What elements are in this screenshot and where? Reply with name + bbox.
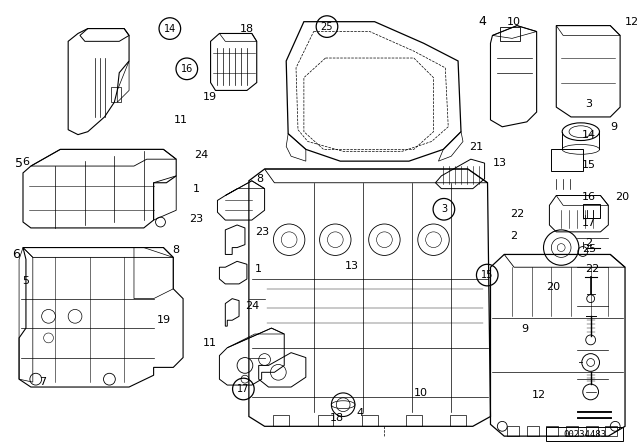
Text: 24: 24 (194, 150, 209, 160)
Bar (586, 426, 598, 436)
Text: 23: 23 (255, 227, 269, 237)
Bar (273, 414, 289, 426)
Text: 12: 12 (625, 17, 639, 27)
Text: 17: 17 (237, 384, 250, 394)
Bar (317, 414, 333, 426)
Text: 10: 10 (507, 17, 521, 27)
Text: 24: 24 (245, 302, 259, 311)
Bar (507, 426, 519, 436)
Text: 11: 11 (203, 338, 216, 348)
Bar (577, 411, 611, 418)
Text: 22: 22 (509, 209, 524, 219)
Text: 8: 8 (256, 174, 263, 184)
Text: 4: 4 (356, 408, 364, 418)
Text: 23: 23 (189, 214, 204, 224)
Text: 3: 3 (441, 204, 447, 214)
Text: 10: 10 (414, 388, 428, 398)
Text: 00234483: 00234483 (563, 430, 606, 439)
Text: 16: 16 (180, 64, 193, 74)
Text: 1: 1 (255, 264, 262, 274)
Text: 14: 14 (582, 129, 596, 140)
Text: 18: 18 (330, 414, 344, 423)
Bar (450, 414, 466, 426)
Text: 20: 20 (546, 282, 560, 292)
Bar (566, 426, 578, 436)
Text: 11: 11 (173, 115, 188, 125)
Text: 25: 25 (321, 22, 333, 32)
Text: 21: 21 (469, 142, 483, 152)
Bar (527, 426, 539, 436)
Text: 22: 22 (585, 264, 599, 274)
Bar (577, 411, 611, 418)
Text: 6: 6 (12, 248, 20, 261)
Bar (406, 414, 422, 426)
Text: 25: 25 (582, 244, 596, 254)
Text: 9: 9 (522, 324, 529, 334)
Bar (362, 414, 378, 426)
Text: 4: 4 (479, 15, 486, 28)
Text: 2: 2 (585, 237, 592, 248)
Text: 16: 16 (582, 191, 596, 202)
Bar (605, 426, 617, 436)
Text: 13: 13 (345, 261, 359, 271)
Bar (547, 427, 623, 441)
Text: 13: 13 (492, 158, 506, 168)
Bar (500, 26, 520, 41)
Text: 5: 5 (15, 157, 23, 170)
Text: 20: 20 (615, 191, 629, 202)
Text: 2: 2 (510, 231, 517, 241)
Text: 19: 19 (202, 92, 217, 102)
Text: 9: 9 (611, 122, 618, 132)
Text: 1: 1 (193, 184, 200, 194)
Text: 6: 6 (22, 157, 29, 167)
Text: 12: 12 (532, 390, 546, 400)
Bar (547, 426, 558, 436)
Text: 18: 18 (239, 24, 253, 34)
Bar (583, 204, 600, 218)
Bar (111, 87, 121, 102)
Text: 19: 19 (157, 315, 171, 325)
Text: 15: 15 (481, 270, 493, 280)
Text: 5: 5 (22, 276, 29, 286)
Text: 7: 7 (38, 377, 46, 387)
Text: 17: 17 (582, 218, 596, 228)
Text: 14: 14 (164, 24, 176, 34)
Bar (552, 149, 583, 171)
Text: 3: 3 (586, 99, 593, 109)
Text: 15: 15 (582, 160, 596, 170)
Text: 8: 8 (173, 245, 180, 254)
